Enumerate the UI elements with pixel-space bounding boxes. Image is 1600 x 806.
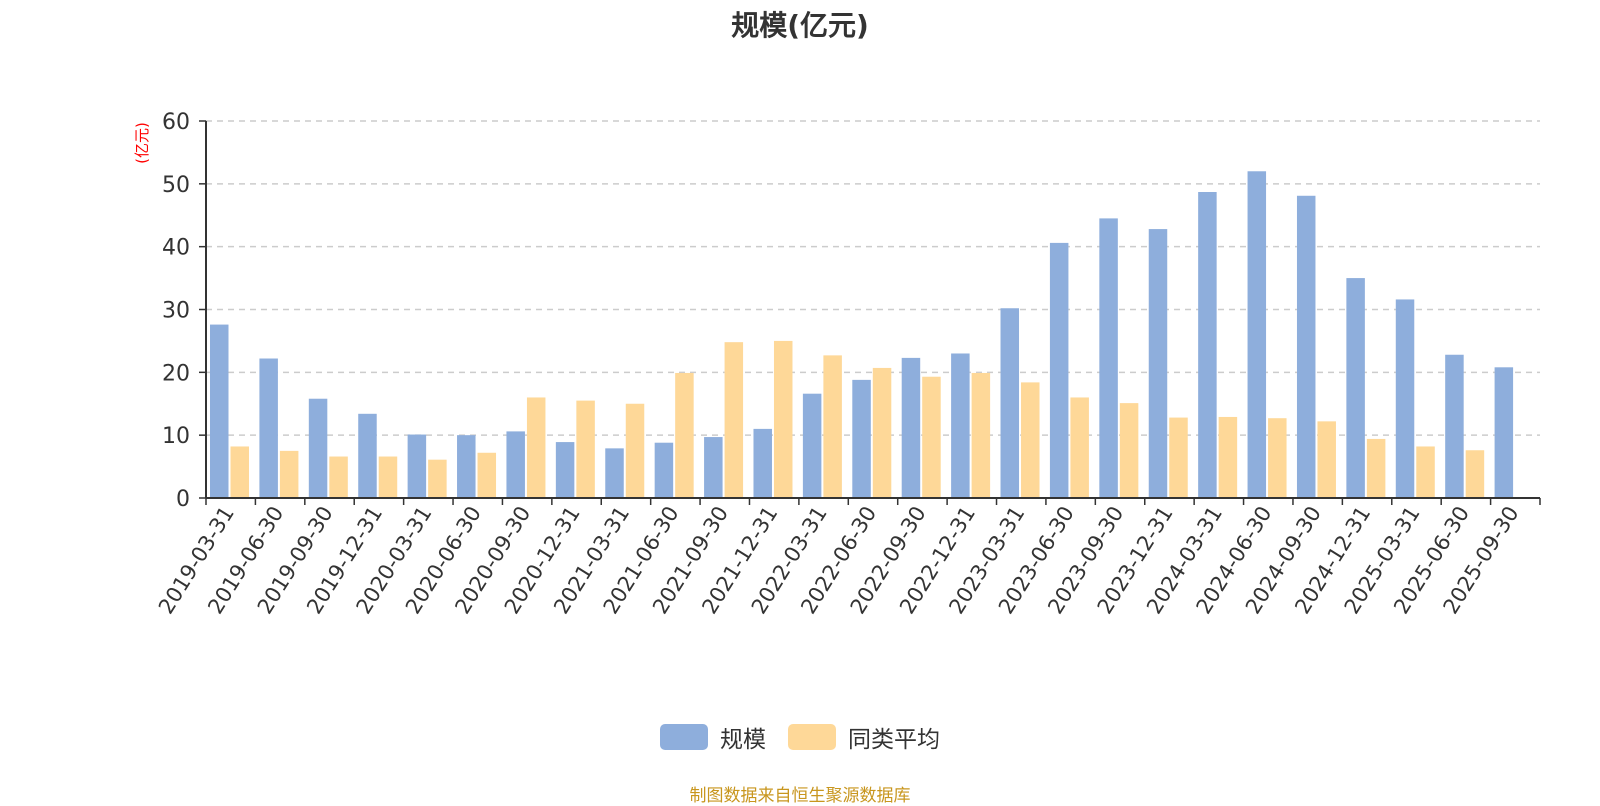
bar-series-2-2025-06-30[interactable] [1465,450,1485,498]
bar-series-1-2025-06-30[interactable] [1445,354,1464,498]
bar-series-2-2019-09-30[interactable] [329,456,348,498]
y-tick-label-1: 10 [162,424,190,449]
bar-series-1-2024-09-30[interactable] [1296,195,1316,498]
bar-series-1-2019-09-30[interactable] [308,398,328,498]
bar-series-1-2020-06-30[interactable] [457,435,476,498]
bar-series-1-2021-03-31[interactable] [605,448,624,498]
bar-series-2-2020-03-31[interactable] [428,459,447,498]
chart-title: 规模(亿元) [731,9,869,42]
y-tick-label-2: 20 [162,361,190,386]
bar-series-1-2025-03-31[interactable] [1395,299,1415,498]
bar-series-2-2019-06-30[interactable] [279,450,299,498]
bar-series-1-2023-12-31[interactable] [1148,229,1168,498]
bar-series-1-2021-09-30[interactable] [704,437,723,498]
bar-series-1-2023-06-30[interactable] [1049,242,1069,498]
bar-series-2-2024-06-30[interactable] [1268,418,1287,498]
bar-series-2-2023-09-30[interactable] [1119,403,1139,498]
bar-series-2-2022-06-30[interactable] [872,367,892,498]
bar-series-1-2024-12-31[interactable] [1346,278,1365,498]
bar-series-1-2021-12-31[interactable] [753,428,772,498]
bar-series-2-2025-03-31[interactable] [1416,446,1435,498]
legend-label-series-2: 同类平均 [848,727,940,753]
bar-series-1-2025-09-30[interactable] [1494,367,1514,498]
bar-series-1-2022-03-31[interactable] [802,393,822,498]
legend-item-series-1[interactable]: 规模 [660,720,766,754]
bar-series-1-2024-06-30[interactable] [1247,171,1267,498]
y-axis-label: (亿元) [133,122,151,164]
bar-series-1-2024-03-31[interactable] [1198,192,1217,499]
bar-series-1-2020-09-30[interactable] [506,431,525,498]
bar-series-1-2021-06-30[interactable] [654,442,674,498]
bar-series-2-2020-09-30[interactable] [526,397,546,498]
bar-series-2-2023-06-30[interactable] [1070,397,1089,498]
bar-series-1-2023-09-30[interactable] [1099,218,1118,498]
bar-series-2-2020-06-30[interactable] [477,452,497,498]
bar-series-2-2022-12-31[interactable] [971,372,991,498]
grid-lines [206,120,1540,436]
bar-series-1-2020-12-31[interactable] [555,442,575,498]
bar-series-2-2020-12-31[interactable] [576,400,595,498]
y-tick-label-3: 30 [162,299,190,324]
bar-series-2-2021-03-31[interactable] [625,403,645,498]
y-tick-label-4: 40 [162,236,190,261]
bar-series-2-2021-06-30[interactable] [675,372,694,498]
bar-series-2-2022-03-31[interactable] [823,355,842,498]
bar-series-2-2024-12-31[interactable] [1366,438,1386,498]
bar-series-2-2021-09-30[interactable] [724,342,744,498]
bar-series-2-2022-09-30[interactable] [922,376,941,498]
legend-item-series-2[interactable]: 同类平均 [788,720,940,754]
bar-series-1-2019-06-30[interactable] [259,358,278,498]
legend-swatch-series-2 [788,724,836,750]
source-note: 制图数据来自恒生聚源数据库 [689,786,911,806]
bar-series-2-2024-03-31[interactable] [1218,416,1238,498]
bars [210,171,1514,499]
axes: 01020304050602019-03-312019-06-302019-09… [154,110,1541,618]
bar-series-1-2020-03-31[interactable] [407,434,427,498]
y-tick-label-6: 60 [162,110,190,135]
bar-series-1-2022-06-30[interactable] [852,379,871,498]
legend: 规模 同类平均 [0,720,1600,754]
bar-series-2-2019-03-31[interactable] [230,446,250,498]
bar-series-1-2019-03-31[interactable] [210,324,229,498]
bar-series-1-2022-12-31[interactable] [951,353,970,498]
bar-series-1-2019-12-31[interactable] [358,413,377,498]
y-tick-label-5: 50 [162,173,190,198]
bar-series-2-2023-12-31[interactable] [1169,417,1188,498]
bar-series-1-2022-09-30[interactable] [901,357,921,498]
legend-label-series-1: 规模 [720,727,766,753]
legend-swatch-series-1 [660,724,708,750]
bar-series-2-2023-03-31[interactable] [1021,382,1040,498]
bar-series-2-2024-09-30[interactable] [1317,421,1336,498]
bar-series-2-2021-12-31[interactable] [773,340,793,498]
bar-series-2-2019-12-31[interactable] [378,456,398,498]
y-tick-label-0: 0 [176,487,190,512]
bar-series-1-2023-03-31[interactable] [1000,308,1020,498]
